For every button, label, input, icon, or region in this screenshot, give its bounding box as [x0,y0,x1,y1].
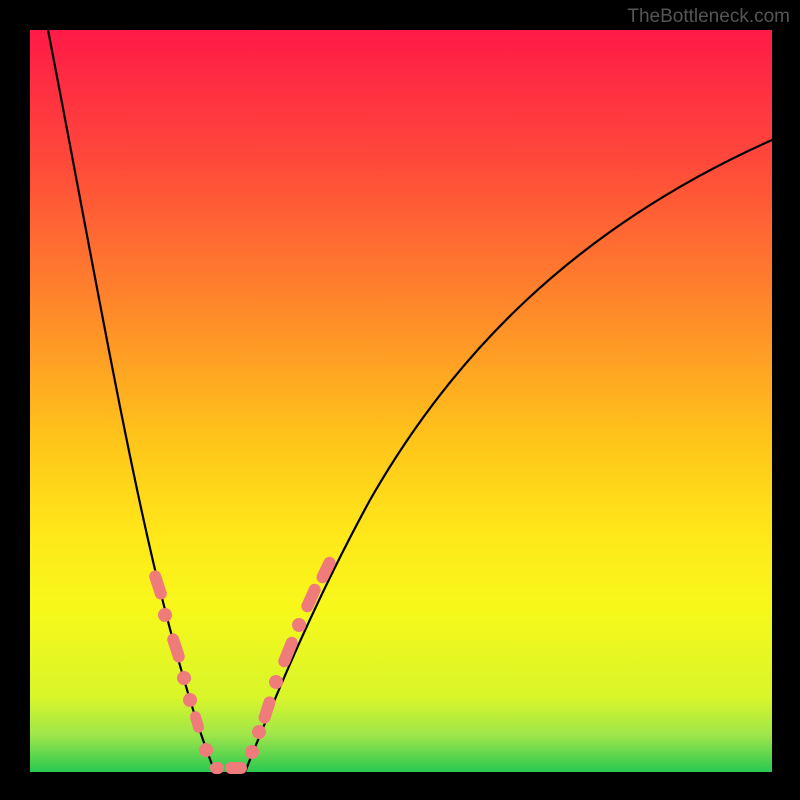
curve-right [245,140,772,772]
marker-capsule [225,762,247,774]
canvas-background: TheBottleneck.com [0,0,800,800]
marker-dot [199,743,213,757]
marker-capsule [148,569,169,601]
watermark-text: TheBottleneck.com [627,6,790,28]
marker-dot [292,618,306,632]
marker-dot [269,675,283,689]
marker-capsule [257,695,277,725]
marker-dot [245,745,259,759]
marker-dot [158,608,172,622]
marker-dot [183,693,197,707]
marker-capsule [189,710,206,734]
marker-capsule [210,762,224,774]
marker-dot [252,725,266,739]
curve-left [48,30,215,772]
plot-svg [30,30,772,772]
marker-dot [177,671,191,685]
markers-group [148,555,338,774]
marker-capsule [166,632,187,664]
